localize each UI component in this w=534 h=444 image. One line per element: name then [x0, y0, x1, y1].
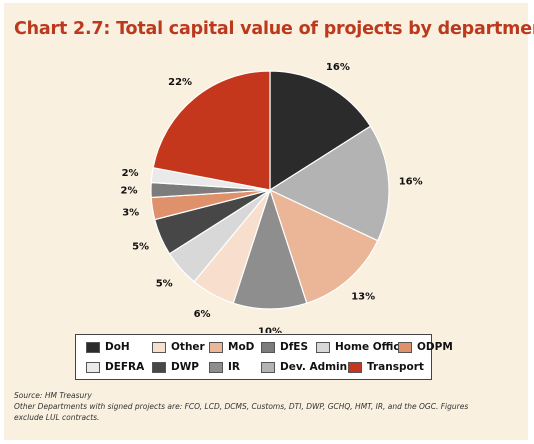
legend-swatch — [209, 341, 223, 353]
source-note: Source: HM Treasury Other Departments wi… — [14, 390, 494, 423]
slice-label: 3% — [122, 208, 139, 219]
source-text: Source: HM Treasury — [14, 391, 92, 400]
pie-slice-ir — [232, 188, 308, 310]
legend-label: Dev. Admin. — [280, 361, 352, 373]
legend-label: DfES — [280, 341, 309, 353]
legend-item: Other — [152, 341, 205, 353]
legend-label: Home Office — [335, 341, 407, 353]
chart-title: Chart 2.7: Total capital value of projec… — [14, 19, 534, 39]
legend-item: Dev. Admin. — [261, 361, 351, 373]
legend-label: Transport — [367, 361, 424, 373]
slice-label: 5% — [156, 279, 173, 290]
legend-swatch — [261, 361, 275, 373]
legend-item: DoH — [86, 341, 130, 353]
legend-item: DfES — [261, 341, 308, 353]
legend-swatch — [86, 361, 100, 373]
pie-slice-transport — [152, 70, 271, 191]
legend-item: Transport — [348, 361, 424, 373]
legend-swatch — [152, 361, 166, 373]
slice-label: 22% — [168, 77, 192, 88]
legend-swatch — [398, 341, 412, 353]
legend-label: Other — [171, 341, 205, 353]
footnote-text: Other Departments with signed projects a… — [14, 402, 469, 422]
legend-swatch — [261, 341, 275, 353]
legend-label: DWP — [171, 361, 199, 373]
pie-slice-dev-admin — [268, 125, 390, 242]
legend-swatch — [86, 341, 100, 353]
legend: DoH Other MoD DfES Home Office ODPM DEFRA DWP IR… — [75, 334, 453, 380]
slice-label: 13% — [351, 291, 375, 302]
legend-item: ODPM — [398, 341, 453, 353]
legend-label: ODPM — [417, 341, 453, 353]
legend-swatch — [209, 361, 223, 373]
slice-label: 2% — [121, 186, 138, 197]
legend-item: IR — [209, 361, 240, 373]
slice-label: 16% — [399, 177, 423, 188]
pie-chart: 16% 16% 13% 10% 6% 5% 5% 3% 2% 2% 22% — [121, 62, 423, 334]
slice-label: 10% — [258, 327, 282, 334]
legend-label: IR — [228, 361, 240, 373]
legend-item: DWP — [152, 361, 199, 373]
legend-label: DoH — [105, 341, 130, 353]
legend-item: Home Office — [316, 341, 407, 353]
legend-label: DEFRA — [105, 361, 145, 373]
slice-label: 6% — [194, 309, 211, 320]
pie-slice-doh — [269, 70, 372, 192]
legend-label: MoD — [228, 341, 255, 353]
legend-swatch — [348, 361, 362, 373]
legend-item: MoD — [209, 341, 254, 353]
legend-item: DEFRA — [86, 361, 144, 373]
pie-slice-mod — [269, 188, 379, 304]
legend-swatch — [152, 341, 166, 353]
slice-label: 16% — [326, 62, 350, 73]
chart-panel: Chart 2.7: Total capital value of projec… — [4, 3, 534, 440]
slice-label: 5% — [132, 242, 149, 253]
legend-swatch — [316, 341, 330, 353]
slice-label: 2% — [122, 168, 139, 179]
